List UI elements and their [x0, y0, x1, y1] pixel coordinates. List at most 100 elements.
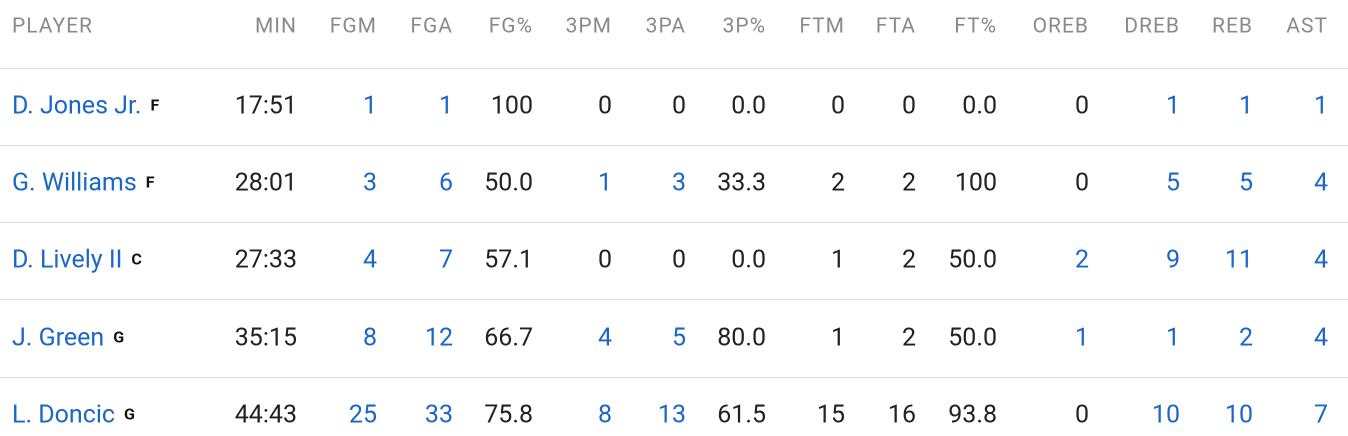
stat-cell[interactable]: 8 — [597, 400, 612, 430]
stat-cell: 0.0 — [962, 91, 997, 121]
stat-cell[interactable]: 1 — [1165, 91, 1180, 121]
column-header: AST — [1286, 14, 1328, 39]
column-header: FTA — [875, 14, 916, 39]
stat-cell: 66.7 — [484, 323, 533, 353]
stat-cell[interactable]: 3 — [362, 168, 377, 198]
stat-cell[interactable]: 4 — [362, 245, 377, 275]
stat-cell: 16 — [887, 400, 916, 430]
stat-cell[interactable]: 11 — [1224, 245, 1253, 275]
column-header: FGA — [410, 14, 453, 39]
stat-cell: 2 — [830, 168, 845, 198]
stat-cell: 61.5 — [717, 400, 766, 430]
column-header: REB — [1212, 14, 1253, 39]
stat-cell: 0.0 — [731, 91, 766, 121]
stat-cell[interactable]: 4 — [1313, 245, 1328, 275]
stat-cell: 0 — [597, 245, 612, 275]
stat-cell: 2 — [901, 245, 916, 275]
stat-cell: 50.0 — [948, 245, 997, 275]
stat-cell[interactable]: 2 — [1238, 323, 1253, 353]
stat-cell[interactable]: 33 — [424, 400, 453, 430]
stat-cell[interactable]: 1 — [362, 91, 377, 121]
player-cell: D. Lively II C — [12, 248, 142, 273]
player-name[interactable]: D. Lively II — [12, 245, 123, 275]
column-header: DREB — [1124, 14, 1180, 39]
stat-cell[interactable]: 4 — [1313, 323, 1328, 353]
column-header: OREB — [1032, 14, 1089, 39]
player-cell: L. Doncic G — [12, 402, 135, 427]
player-name[interactable]: G. Williams — [12, 168, 137, 198]
stat-cell: 0.0 — [731, 245, 766, 275]
stat-cell[interactable]: 10 — [1151, 400, 1180, 430]
stat-cell[interactable]: 4 — [597, 323, 612, 353]
stat-cell: 100 — [490, 91, 533, 121]
stat-cell[interactable]: 5 — [671, 323, 686, 353]
stat-cell: 35:15 — [234, 323, 297, 353]
stat-cell: 50.0 — [948, 323, 997, 353]
row-divider — [0, 299, 1348, 301]
stat-cell: 57.1 — [484, 245, 533, 275]
stat-cell[interactable]: 4 — [1313, 168, 1328, 198]
column-header: 3P% — [722, 14, 766, 39]
player-name[interactable]: L. Doncic — [12, 400, 115, 430]
player-name[interactable]: D. Jones Jr. — [12, 91, 142, 121]
player-cell: J. Green G — [12, 325, 124, 350]
column-header: 3PA — [645, 14, 686, 39]
player-position: G — [113, 327, 125, 347]
stat-cell[interactable]: 1 — [1074, 323, 1089, 353]
row-divider — [0, 145, 1348, 146]
stat-cell[interactable]: 1 — [597, 168, 612, 198]
stat-cell[interactable]: 13 — [657, 400, 686, 430]
stat-cell[interactable]: 1 — [1165, 323, 1180, 353]
stat-cell[interactable]: 7 — [438, 245, 453, 275]
stat-cell: 93.8 — [948, 400, 997, 430]
row-divider — [0, 376, 1348, 378]
column-header: FG% — [488, 14, 533, 39]
column-header: FGM — [329, 14, 377, 39]
stat-cell: 0 — [830, 91, 845, 121]
row-divider — [0, 68, 1348, 69]
stat-cell[interactable]: 7 — [1313, 400, 1328, 430]
stat-cell[interactable]: 6 — [438, 168, 453, 198]
column-header: PLAYER — [12, 14, 93, 39]
stat-cell: 0 — [597, 91, 612, 121]
stat-cell[interactable]: 8 — [362, 323, 377, 353]
stat-cell: 0 — [671, 245, 686, 275]
stat-cell[interactable]: 9 — [1165, 245, 1180, 275]
player-cell: G. Williams F — [12, 171, 155, 196]
stat-cell: 2 — [901, 168, 916, 198]
row-divider — [0, 222, 1348, 224]
stat-cell[interactable]: 25 — [348, 400, 377, 430]
column-header: 3PM — [565, 14, 612, 39]
stat-cell: 28:01 — [234, 168, 297, 198]
stat-cell: 0 — [1074, 400, 1089, 430]
stat-cell: 44:43 — [234, 400, 297, 430]
stat-cell: 75.8 — [484, 400, 533, 430]
stat-cell[interactable]: 5 — [1238, 168, 1253, 198]
stat-cell[interactable]: 2 — [1074, 245, 1089, 275]
stat-cell: 27:33 — [234, 245, 297, 275]
stat-cell: 80.0 — [717, 323, 766, 353]
stat-cell: 17:51 — [234, 91, 297, 121]
player-cell: D. Jones Jr. F — [12, 94, 159, 119]
stat-cell: 1 — [830, 323, 845, 353]
player-name[interactable]: J. Green — [12, 323, 105, 353]
stat-cell[interactable]: 1 — [1313, 91, 1328, 121]
stat-cell[interactable]: 5 — [1165, 168, 1180, 198]
stat-cell: 15 — [816, 400, 845, 430]
stat-cell[interactable]: 3 — [671, 168, 686, 198]
player-position: F — [145, 172, 155, 192]
stat-cell[interactable]: 1 — [1238, 91, 1253, 121]
player-position: G — [123, 404, 135, 424]
stat-cell: 50.0 — [484, 168, 533, 198]
player-position: C — [131, 249, 142, 269]
stat-cell: 100 — [954, 168, 997, 198]
stat-cell: 33.3 — [717, 168, 766, 198]
stat-cell[interactable]: 10 — [1224, 400, 1253, 430]
stat-cell[interactable]: 1 — [438, 91, 453, 121]
player-position: F — [150, 95, 160, 115]
stat-cell: 1 — [830, 245, 845, 275]
stat-cell[interactable]: 12 — [424, 323, 453, 353]
stat-cell: 0 — [1074, 91, 1089, 121]
stat-cell: 0 — [1074, 168, 1089, 198]
